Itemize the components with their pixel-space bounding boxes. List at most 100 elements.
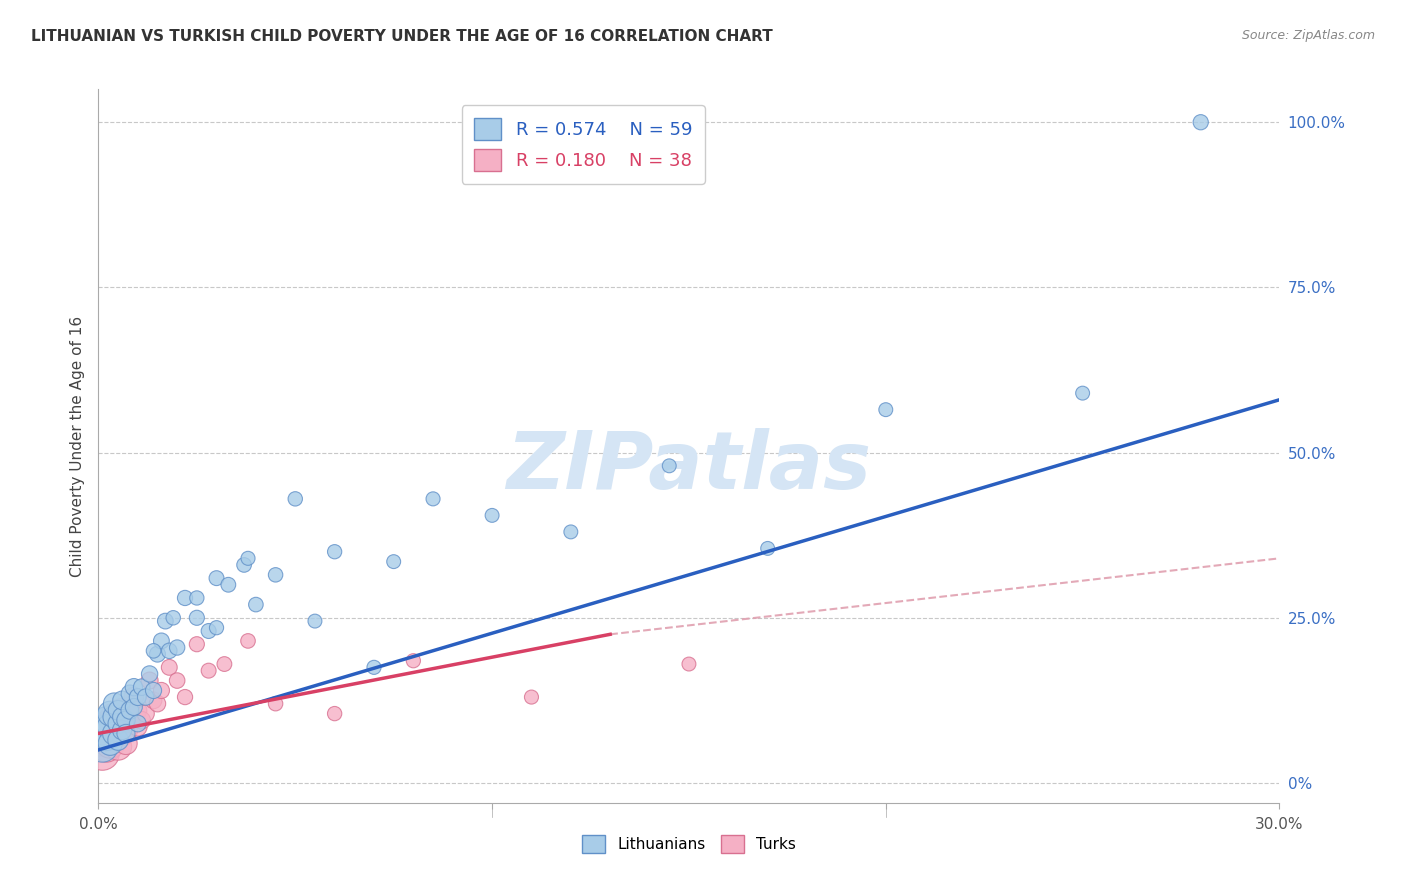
Point	[142, 693, 165, 707]
Point	[111, 723, 134, 738]
Point	[363, 660, 385, 674]
Point	[118, 703, 141, 717]
Point	[138, 673, 160, 688]
Point	[245, 598, 267, 612]
Point	[127, 703, 149, 717]
Point	[402, 654, 425, 668]
Point	[111, 726, 134, 740]
Point	[658, 458, 681, 473]
Point	[98, 736, 121, 750]
Point	[422, 491, 444, 506]
Point	[135, 706, 157, 721]
Point	[520, 690, 543, 704]
Point	[560, 524, 582, 539]
Point	[96, 720, 118, 734]
Point	[162, 611, 184, 625]
Point	[233, 558, 256, 572]
Point	[146, 647, 169, 661]
Point	[103, 697, 125, 711]
Point	[91, 733, 114, 747]
Point	[304, 614, 326, 628]
Point	[155, 614, 177, 628]
Point	[122, 690, 145, 704]
Point	[127, 716, 149, 731]
Point	[142, 644, 165, 658]
Point	[96, 739, 118, 754]
Point	[166, 640, 188, 655]
Point	[678, 657, 700, 671]
Point	[146, 697, 169, 711]
Point	[150, 634, 173, 648]
Point	[96, 730, 118, 744]
Point	[98, 716, 121, 731]
Point	[91, 739, 114, 754]
Point	[138, 667, 160, 681]
Point	[118, 687, 141, 701]
Point	[166, 673, 188, 688]
Point	[236, 551, 259, 566]
Point	[91, 723, 114, 738]
Point	[103, 710, 125, 724]
Point	[96, 713, 118, 727]
Point	[118, 700, 141, 714]
Point	[111, 710, 134, 724]
Point	[186, 611, 208, 625]
Point	[107, 716, 129, 731]
Y-axis label: Child Poverty Under the Age of 16: Child Poverty Under the Age of 16	[69, 316, 84, 576]
Point	[382, 555, 405, 569]
Text: Source: ZipAtlas.com: Source: ZipAtlas.com	[1241, 29, 1375, 42]
Point	[323, 545, 346, 559]
Point	[98, 736, 121, 750]
Point	[135, 690, 157, 704]
Point	[107, 733, 129, 747]
Point	[481, 508, 503, 523]
Point	[122, 680, 145, 694]
Point	[111, 693, 134, 707]
Point	[174, 690, 197, 704]
Point	[217, 578, 239, 592]
Text: LITHUANIAN VS TURKISH CHILD POVERTY UNDER THE AGE OF 16 CORRELATION CHART: LITHUANIAN VS TURKISH CHILD POVERTY UNDE…	[31, 29, 773, 44]
Point	[115, 726, 138, 740]
Point	[107, 720, 129, 734]
Point	[115, 736, 138, 750]
Point	[1071, 386, 1094, 401]
Point	[103, 730, 125, 744]
Point	[107, 710, 129, 724]
Point	[264, 697, 287, 711]
Point	[142, 683, 165, 698]
Point	[98, 720, 121, 734]
Point	[150, 683, 173, 698]
Point	[157, 644, 180, 658]
Point	[186, 637, 208, 651]
Point	[107, 703, 129, 717]
Text: ZIPatlas: ZIPatlas	[506, 428, 872, 507]
Point	[186, 591, 208, 605]
Point	[214, 657, 236, 671]
Point	[1189, 115, 1212, 129]
Point	[323, 706, 346, 721]
Point	[205, 571, 228, 585]
Point	[115, 723, 138, 738]
Legend: Lithuanians, Turks: Lithuanians, Turks	[576, 829, 801, 859]
Point	[127, 720, 149, 734]
Point	[91, 746, 114, 760]
Point	[197, 664, 219, 678]
Point	[127, 690, 149, 704]
Point	[284, 491, 307, 506]
Point	[115, 713, 138, 727]
Point	[756, 541, 779, 556]
Point	[103, 726, 125, 740]
Point	[875, 402, 897, 417]
Point	[197, 624, 219, 638]
Point	[103, 710, 125, 724]
Point	[236, 634, 259, 648]
Point	[174, 591, 197, 605]
Point	[205, 621, 228, 635]
Point	[264, 567, 287, 582]
Point	[98, 706, 121, 721]
Point	[131, 680, 153, 694]
Point	[122, 700, 145, 714]
Point	[107, 739, 129, 754]
Point	[131, 713, 153, 727]
Point	[157, 660, 180, 674]
